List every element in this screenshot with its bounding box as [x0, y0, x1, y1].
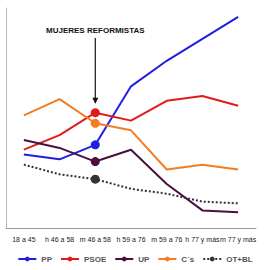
- svg-text:h 59 a 76: h 59 a 76: [116, 236, 145, 243]
- svg-text:m 59 a 76: m 59 a 76: [151, 236, 182, 243]
- svg-text:m 46 a 58: m 46 a 58: [80, 236, 111, 243]
- svg-text:UP: UP: [138, 255, 150, 264]
- svg-text:MUJERES REFORMISTAS: MUJERES REFORMISTAS: [46, 26, 145, 35]
- svg-text:h 77 y más: h 77 y más: [185, 236, 220, 244]
- svg-text:PP: PP: [41, 255, 52, 264]
- svg-text:18 a 45: 18 a 45: [12, 236, 35, 243]
- svg-text:m 77 y más: m 77 y más: [220, 236, 257, 244]
- svg-text:C´s: C´s: [181, 255, 194, 264]
- svg-text:OT+BL: OT+BL: [226, 255, 253, 264]
- svg-text:h 46 a 58: h 46 a 58: [45, 236, 74, 243]
- svg-text:PSOE: PSOE: [84, 255, 107, 264]
